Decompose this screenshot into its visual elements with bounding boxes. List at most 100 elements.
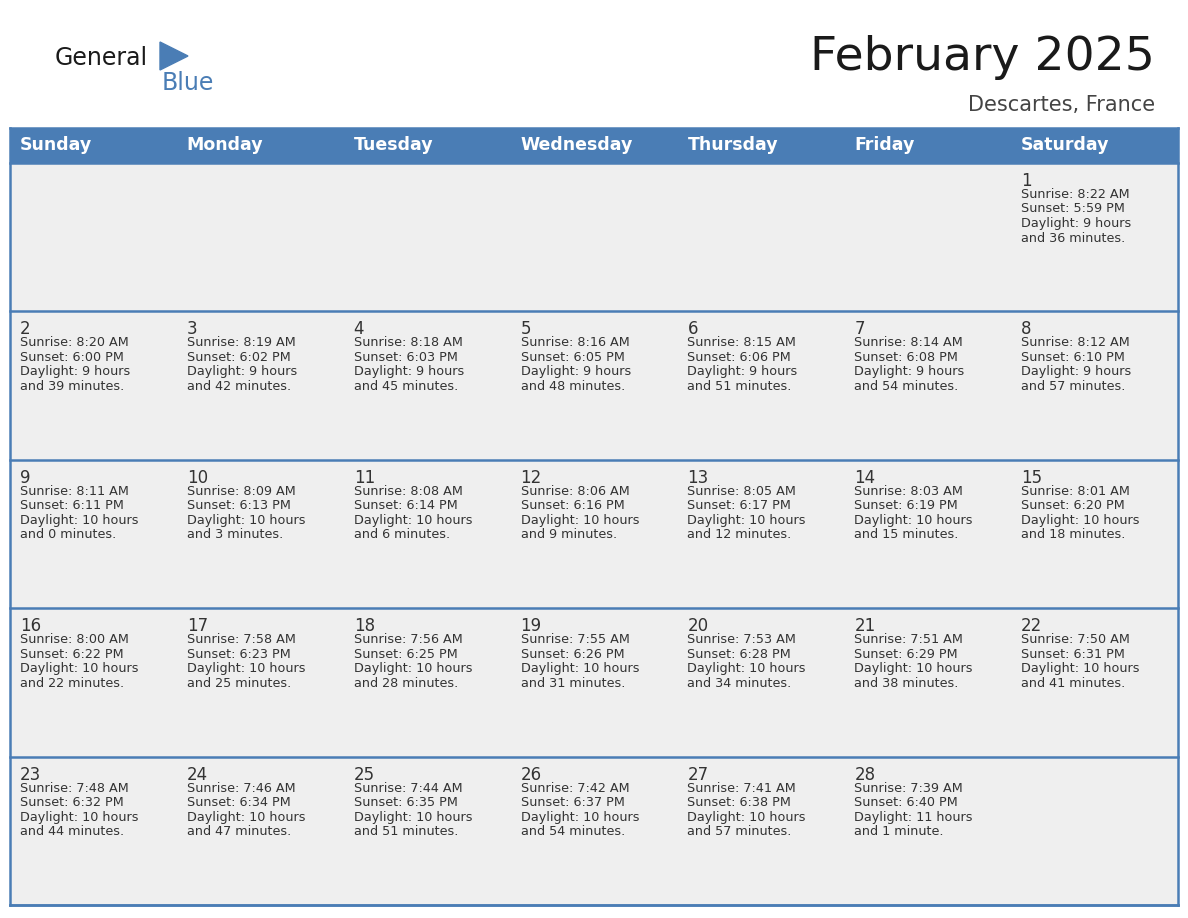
Text: Sunrise: 7:39 AM: Sunrise: 7:39 AM: [854, 781, 963, 795]
Text: Sunset: 6:25 PM: Sunset: 6:25 PM: [354, 648, 457, 661]
Bar: [343, 756, 511, 905]
Text: Sunset: 6:10 PM: Sunset: 6:10 PM: [1022, 351, 1125, 364]
Text: Sunset: 6:05 PM: Sunset: 6:05 PM: [520, 351, 625, 364]
Text: and 15 minutes.: and 15 minutes.: [854, 528, 959, 542]
Text: and 36 minutes.: and 36 minutes.: [1022, 231, 1125, 244]
Text: Daylight: 10 hours: Daylight: 10 hours: [20, 811, 139, 823]
Text: Sunrise: 8:19 AM: Sunrise: 8:19 AM: [187, 336, 296, 350]
Text: 6: 6: [688, 320, 697, 339]
Text: and 6 minutes.: and 6 minutes.: [354, 528, 450, 542]
Bar: [10, 756, 177, 905]
Bar: [177, 756, 343, 905]
Bar: [1011, 311, 1178, 460]
Text: Daylight: 9 hours: Daylight: 9 hours: [854, 365, 965, 378]
Text: Daylight: 9 hours: Daylight: 9 hours: [20, 365, 131, 378]
Text: 26: 26: [520, 766, 542, 784]
Text: Sunset: 6:31 PM: Sunset: 6:31 PM: [1022, 648, 1125, 661]
Text: 4: 4: [354, 320, 365, 339]
Text: Sunset: 6:22 PM: Sunset: 6:22 PM: [20, 648, 124, 661]
Text: Sunrise: 7:55 AM: Sunrise: 7:55 AM: [520, 633, 630, 646]
Text: and 39 minutes.: and 39 minutes.: [20, 380, 125, 393]
Text: Sunset: 6:37 PM: Sunset: 6:37 PM: [520, 796, 625, 809]
Text: and 54 minutes.: and 54 minutes.: [854, 380, 959, 393]
Text: 1: 1: [1022, 172, 1031, 190]
Bar: [10, 460, 177, 609]
Bar: [677, 311, 845, 460]
Text: and 18 minutes.: and 18 minutes.: [1022, 528, 1125, 542]
Text: Friday: Friday: [854, 137, 915, 154]
Bar: [343, 311, 511, 460]
Text: Sunrise: 8:09 AM: Sunrise: 8:09 AM: [187, 485, 296, 498]
Polygon shape: [160, 42, 188, 70]
Bar: [177, 311, 343, 460]
Bar: [845, 460, 1011, 609]
Text: and 38 minutes.: and 38 minutes.: [854, 677, 959, 689]
Text: and 47 minutes.: and 47 minutes.: [187, 825, 291, 838]
Bar: [343, 460, 511, 609]
Text: Descartes, France: Descartes, France: [968, 95, 1155, 115]
Text: Sunrise: 8:03 AM: Sunrise: 8:03 AM: [854, 485, 963, 498]
Text: Saturday: Saturday: [1022, 137, 1110, 154]
Text: Daylight: 10 hours: Daylight: 10 hours: [854, 662, 973, 676]
Bar: [845, 163, 1011, 311]
Text: Sunrise: 7:46 AM: Sunrise: 7:46 AM: [187, 781, 296, 795]
Text: Daylight: 10 hours: Daylight: 10 hours: [520, 811, 639, 823]
Text: Daylight: 10 hours: Daylight: 10 hours: [187, 662, 305, 676]
Text: and 48 minutes.: and 48 minutes.: [520, 380, 625, 393]
Bar: [845, 609, 1011, 756]
Bar: [511, 163, 677, 311]
Text: 15: 15: [1022, 469, 1042, 487]
Text: Sunrise: 8:15 AM: Sunrise: 8:15 AM: [688, 336, 796, 350]
Bar: [1011, 609, 1178, 756]
Text: 10: 10: [187, 469, 208, 487]
Text: Sunset: 6:20 PM: Sunset: 6:20 PM: [1022, 499, 1125, 512]
Text: Daylight: 9 hours: Daylight: 9 hours: [688, 365, 797, 378]
Text: Sunrise: 7:50 AM: Sunrise: 7:50 AM: [1022, 633, 1130, 646]
Bar: [845, 311, 1011, 460]
Text: Sunrise: 8:12 AM: Sunrise: 8:12 AM: [1022, 336, 1130, 350]
Text: 14: 14: [854, 469, 876, 487]
Text: Daylight: 10 hours: Daylight: 10 hours: [187, 514, 305, 527]
Text: Sunrise: 7:58 AM: Sunrise: 7:58 AM: [187, 633, 296, 646]
Bar: [511, 756, 677, 905]
Text: Sunrise: 7:56 AM: Sunrise: 7:56 AM: [354, 633, 462, 646]
Text: and 51 minutes.: and 51 minutes.: [688, 380, 792, 393]
Text: 22: 22: [1022, 617, 1042, 635]
Text: Sunrise: 8:20 AM: Sunrise: 8:20 AM: [20, 336, 128, 350]
Text: 21: 21: [854, 617, 876, 635]
Text: Sunrise: 8:11 AM: Sunrise: 8:11 AM: [20, 485, 128, 498]
Bar: [511, 311, 677, 460]
Text: Sunset: 6:28 PM: Sunset: 6:28 PM: [688, 648, 791, 661]
Bar: [10, 163, 177, 311]
Text: Daylight: 10 hours: Daylight: 10 hours: [20, 514, 139, 527]
Text: Daylight: 10 hours: Daylight: 10 hours: [1022, 514, 1139, 527]
Text: and 45 minutes.: and 45 minutes.: [354, 380, 457, 393]
Text: 11: 11: [354, 469, 375, 487]
Text: 24: 24: [187, 766, 208, 784]
Text: Sunset: 6:29 PM: Sunset: 6:29 PM: [854, 648, 958, 661]
Text: 18: 18: [354, 617, 375, 635]
Text: Daylight: 11 hours: Daylight: 11 hours: [854, 811, 973, 823]
Text: Daylight: 9 hours: Daylight: 9 hours: [1022, 217, 1131, 230]
Text: and 12 minutes.: and 12 minutes.: [688, 528, 791, 542]
Text: Sunrise: 7:44 AM: Sunrise: 7:44 AM: [354, 781, 462, 795]
Text: Sunset: 6:08 PM: Sunset: 6:08 PM: [854, 351, 959, 364]
Text: Sunset: 6:38 PM: Sunset: 6:38 PM: [688, 796, 791, 809]
Text: and 57 minutes.: and 57 minutes.: [1022, 380, 1125, 393]
Text: 13: 13: [688, 469, 709, 487]
Text: Daylight: 10 hours: Daylight: 10 hours: [20, 662, 139, 676]
Text: Sunset: 6:32 PM: Sunset: 6:32 PM: [20, 796, 124, 809]
Text: Sunset: 6:35 PM: Sunset: 6:35 PM: [354, 796, 457, 809]
Text: and 41 minutes.: and 41 minutes.: [1022, 677, 1125, 689]
Bar: [845, 756, 1011, 905]
Text: Daylight: 10 hours: Daylight: 10 hours: [354, 811, 472, 823]
Text: and 25 minutes.: and 25 minutes.: [187, 677, 291, 689]
Text: Sunset: 5:59 PM: Sunset: 5:59 PM: [1022, 203, 1125, 216]
Text: Sunset: 6:16 PM: Sunset: 6:16 PM: [520, 499, 625, 512]
Text: Sunrise: 8:22 AM: Sunrise: 8:22 AM: [1022, 188, 1130, 201]
Bar: [511, 460, 677, 609]
Text: 5: 5: [520, 320, 531, 339]
Bar: [177, 609, 343, 756]
Text: Daylight: 10 hours: Daylight: 10 hours: [520, 514, 639, 527]
Text: and 54 minutes.: and 54 minutes.: [520, 825, 625, 838]
